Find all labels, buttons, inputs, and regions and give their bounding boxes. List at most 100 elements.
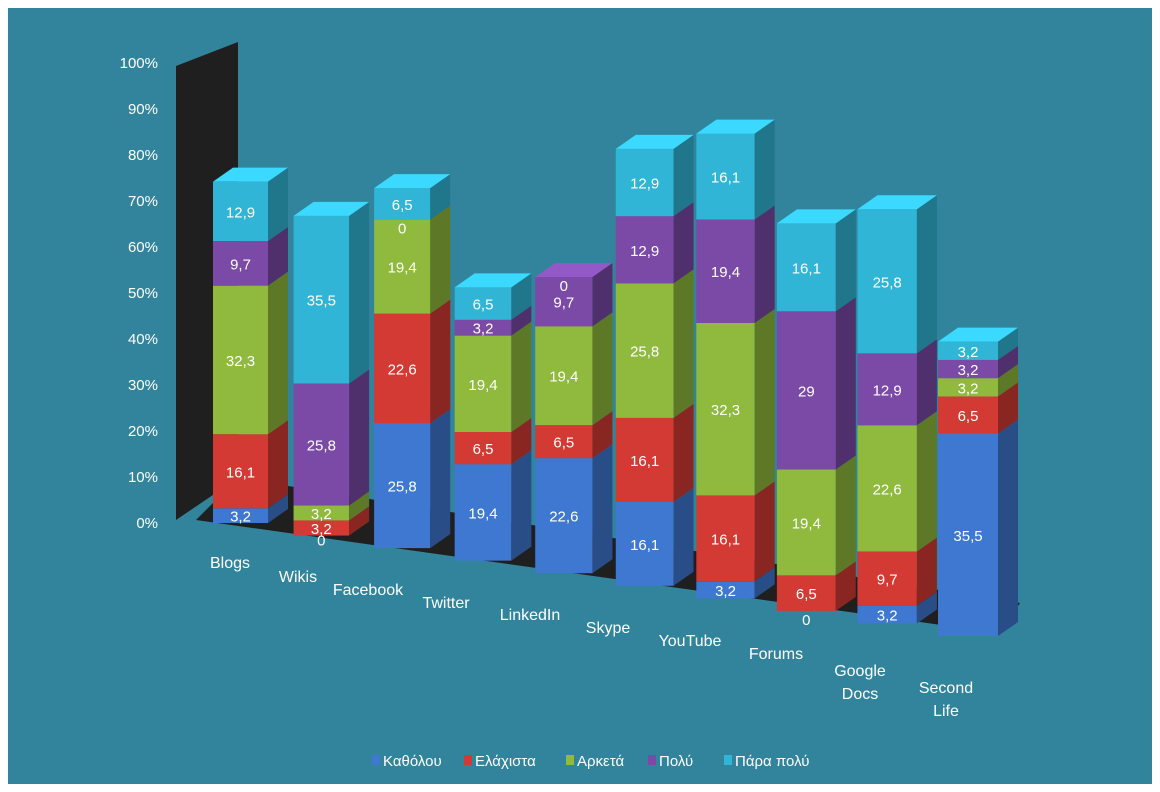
x-tick-label: Blogs (210, 555, 250, 572)
data-label: 25,8 (307, 437, 336, 454)
bar-top-face (615, 134, 694, 149)
bar-segment-side (268, 494, 288, 523)
data-label: 3,2 (230, 509, 251, 526)
bar-segment-side (349, 201, 370, 384)
data-label: 19,4 (711, 264, 740, 281)
x-axis: Blogs Wikis Facebook Twitter LinkedIn Skype Yo… (210, 555, 973, 720)
bar-segment (374, 219, 431, 314)
data-label: 16,1 (630, 453, 659, 470)
bar-segment-side (430, 174, 451, 220)
y-tick-label: 40% (128, 331, 158, 348)
data-label: 29 (798, 383, 815, 400)
bar-segment (293, 383, 350, 506)
bar-top-face (696, 119, 775, 134)
bar-top-face (213, 167, 288, 182)
data-label: 16,1 (711, 170, 740, 187)
x-tick-label: Second (919, 680, 973, 697)
bar-segment-side (754, 567, 775, 599)
data-label: 16,1 (630, 537, 659, 554)
bar-segment-side (998, 364, 1018, 397)
bar-segment (615, 283, 674, 418)
bar-column: 3,2 9,7 22,6 12,9 25,8 (857, 195, 937, 625)
bar-column: 3,2 16,1 32,3 9,7 12,9 (213, 167, 288, 526)
bar-column: 35,56,53,23,23,2 (938, 327, 1018, 636)
bar-segment (857, 551, 917, 606)
bar-segment (374, 423, 431, 549)
x-tick-label: Forums (749, 646, 803, 663)
bar-segment (213, 181, 268, 242)
bar-segment-side (998, 382, 1018, 434)
bar-segment-side (673, 403, 694, 502)
bar-segment (776, 311, 836, 470)
y-tick-label: 10% (128, 469, 158, 486)
bar-segment (615, 148, 674, 217)
bar-segment-side (349, 491, 370, 521)
data-label: 9,7 (553, 295, 574, 312)
x-tick-label: Wikis (279, 569, 317, 586)
bar-segment (213, 434, 268, 509)
x-tick-label: LinkedIn (500, 607, 561, 624)
data-label: 9,7 (877, 572, 898, 589)
bar-segment (615, 216, 674, 284)
data-label: 12,9 (226, 204, 255, 221)
y-tick-label: 50% (128, 285, 158, 302)
y-tick-label: 100% (120, 55, 158, 72)
bar-segment-side (998, 345, 1018, 379)
data-label: 12,9 (873, 382, 902, 399)
data-label: 16,1 (226, 464, 255, 481)
bar-segment (213, 285, 268, 435)
data-label: 35,5 (953, 528, 982, 545)
bar-segment-side (430, 409, 451, 549)
bar-segment (696, 133, 755, 220)
bar-segment-side (673, 269, 694, 418)
bar-segment-side (916, 339, 937, 426)
bar-segment (293, 520, 350, 536)
legend-swatch (372, 755, 380, 765)
bar-segment-side (673, 202, 694, 284)
y-tick-label: 80% (128, 147, 158, 164)
bar-segment-side (268, 167, 288, 242)
x-tick-label: Google (834, 663, 886, 680)
bar-segment-side (754, 481, 775, 582)
bar-column: 3,2 16,1 32,3 19,4 16,1 (696, 119, 775, 600)
data-label: 12,9 (630, 176, 659, 193)
legend-label: Πάρα πολύ (735, 753, 809, 770)
bar-segment (454, 287, 512, 320)
legend-label: Αρκετά (577, 753, 624, 770)
bar-segment (857, 209, 917, 354)
legend-label: Καθόλου (383, 753, 442, 770)
data-label: 6,5 (958, 408, 979, 425)
data-label: 16,1 (792, 260, 821, 277)
data-label: 19,4 (792, 515, 821, 532)
bar-segment (213, 508, 268, 523)
bar-segment (776, 575, 836, 611)
bar-column: 22,6 6,5 19,4 9,70 (535, 262, 613, 574)
bar-segment (938, 378, 998, 397)
bar-segment-side (592, 312, 613, 426)
bar-segment (857, 353, 917, 426)
bar-segment (776, 223, 836, 312)
y-axis: 0% 10% 20% 30% 40% 50% 60% 70% 80% 90% 100% (120, 55, 158, 532)
bar-segment (696, 495, 755, 582)
data-label: 3,2 (958, 344, 979, 361)
y-tick-label: 90% (128, 101, 158, 118)
data-label: 9,7 (230, 256, 251, 273)
bar-segment-side (916, 195, 937, 354)
bar-segment-side (511, 417, 532, 465)
data-label: 6,5 (473, 297, 494, 314)
bar-segment (857, 425, 917, 552)
bar-segment-side (835, 209, 856, 312)
bar-segment-side (754, 119, 775, 220)
bar-segment (535, 425, 593, 459)
data-label: 6,5 (553, 435, 574, 452)
bar-segment-side (754, 205, 775, 323)
bar-segment-side (835, 455, 856, 576)
bar-segment (213, 241, 268, 286)
bar-segment (696, 581, 755, 599)
data-label: 19,4 (549, 369, 578, 386)
data-label: 22,6 (388, 361, 417, 378)
bar-segment (454, 335, 512, 432)
stacked-bar-chart: 0% 10% 20% 30% 40% 50% 60% 70% 80% 90% 100% 3,2 16,… (120, 42, 1020, 770)
data-label: 3,2 (877, 608, 898, 625)
bar-segment-side (430, 205, 451, 314)
